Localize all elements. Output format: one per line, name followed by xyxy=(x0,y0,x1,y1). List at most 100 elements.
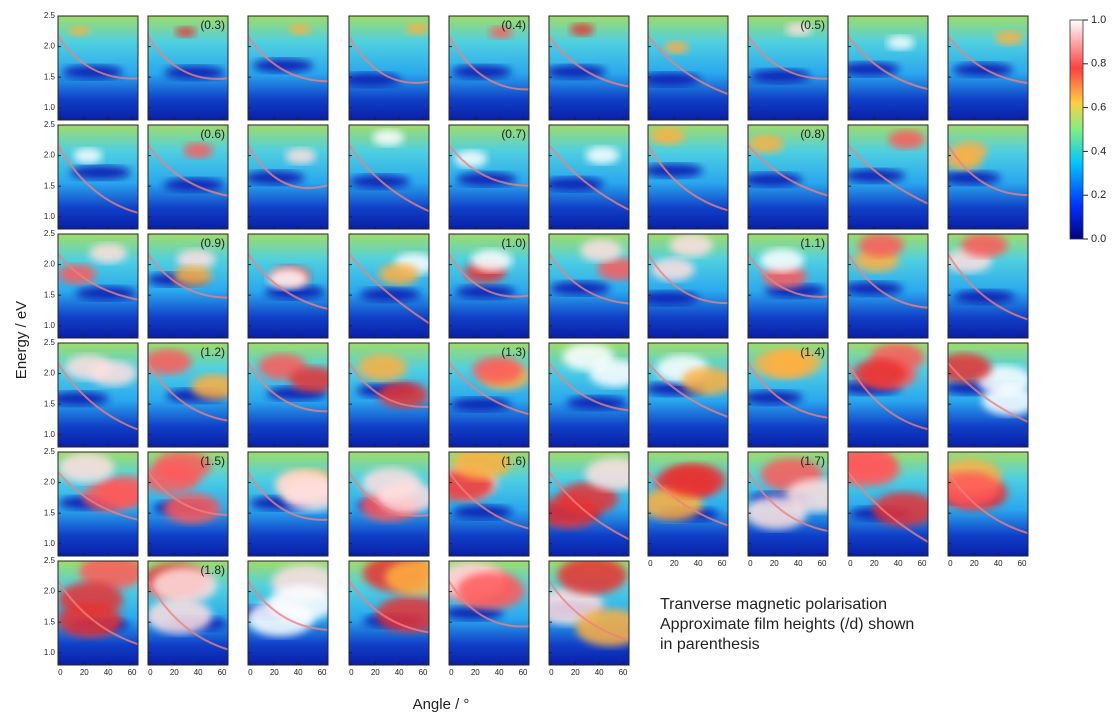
panel-frame xyxy=(947,124,1029,230)
panel xyxy=(947,15,1029,121)
panel: 0 20 40 60 xyxy=(947,451,1029,568)
x-tick-label: 60 xyxy=(818,559,827,568)
texture xyxy=(289,366,328,393)
heatmap xyxy=(248,234,328,338)
x-tick-label: 20 xyxy=(970,559,979,568)
heatmap xyxy=(148,125,228,229)
heatmap xyxy=(148,561,228,665)
panel: (1.4) xyxy=(747,342,829,448)
heatmap-background xyxy=(648,16,728,120)
heatmap xyxy=(58,561,138,665)
panel: (1.6) xyxy=(448,451,530,557)
heatmap xyxy=(648,125,728,229)
heatmap xyxy=(648,452,728,556)
heatmap xyxy=(148,452,228,556)
panel xyxy=(847,124,929,230)
panel xyxy=(548,451,630,557)
texture xyxy=(82,481,138,512)
heatmap xyxy=(848,16,928,120)
texture xyxy=(748,496,808,530)
panel-frame xyxy=(247,451,329,557)
texture xyxy=(248,253,328,310)
panel-frame xyxy=(647,233,729,339)
texture xyxy=(748,134,784,154)
texture xyxy=(648,72,701,87)
texture xyxy=(569,23,595,36)
y-tick-label: 1.0 xyxy=(44,430,56,439)
y-tick-label: 2.0 xyxy=(44,478,56,487)
y-tick-label: 2.0 xyxy=(44,587,56,596)
panel-frame xyxy=(847,233,929,339)
texture xyxy=(378,381,428,409)
texture xyxy=(585,146,620,165)
texture xyxy=(264,285,325,300)
panel: 0 20 40 60 xyxy=(247,560,329,677)
x-tick-label: 0 xyxy=(148,668,153,677)
texture xyxy=(248,35,328,83)
texture xyxy=(268,584,328,621)
panel: (0.7) xyxy=(448,124,530,230)
heatmap xyxy=(549,452,629,556)
panel-frame xyxy=(548,560,630,666)
x-tick-label: 0 xyxy=(349,668,354,677)
texture xyxy=(173,265,213,286)
texture xyxy=(89,243,128,264)
panel-label: (0.8) xyxy=(800,127,825,141)
texture xyxy=(648,144,728,212)
panel: 0 20 40 60 xyxy=(448,560,530,677)
heatmap xyxy=(349,343,429,447)
texture xyxy=(872,492,928,527)
panel-frame xyxy=(548,124,630,230)
panel-label: (1.6) xyxy=(501,454,526,468)
x-tick-label: 40 xyxy=(595,668,604,677)
panel-frame xyxy=(847,342,929,448)
heatmap xyxy=(549,16,629,120)
y-tick-label: 1.0 xyxy=(44,539,56,548)
heatmap xyxy=(748,16,828,120)
heatmap-background xyxy=(748,16,828,120)
texture xyxy=(549,580,629,641)
panel-frame xyxy=(147,124,229,230)
panel: 1.0 1.5 2.0 2.5 xyxy=(44,229,139,339)
texture xyxy=(148,349,192,375)
y-tick-label: 2.0 xyxy=(44,151,56,160)
panel: (0.8) xyxy=(747,124,829,230)
texture xyxy=(948,471,1000,507)
texture xyxy=(248,144,328,190)
texture xyxy=(449,362,529,416)
texture xyxy=(549,144,629,211)
texture xyxy=(148,35,228,80)
texture xyxy=(549,362,629,412)
texture xyxy=(557,561,627,595)
panel-frame xyxy=(947,342,1029,448)
x-tick-label: 0 xyxy=(848,559,853,568)
texture xyxy=(164,65,225,80)
panel-frame xyxy=(57,560,139,666)
heatmap xyxy=(748,125,828,229)
panel-frame xyxy=(448,342,530,448)
panel-frame xyxy=(57,124,139,230)
panel-frame xyxy=(57,15,139,121)
heatmap xyxy=(948,16,1028,120)
y-tick-label: 2.0 xyxy=(44,369,56,378)
panel-frame xyxy=(247,124,329,230)
heatmap xyxy=(748,234,828,338)
x-tick-label: 0 xyxy=(748,559,753,568)
texture xyxy=(470,249,513,272)
texture xyxy=(472,356,523,384)
heatmap xyxy=(248,16,328,120)
panel: 0 20 40 60 (1.7) xyxy=(747,451,829,568)
panel-frame xyxy=(548,342,630,448)
panel-frame xyxy=(448,15,530,121)
texture xyxy=(648,471,728,527)
texture xyxy=(785,22,813,37)
panel xyxy=(647,15,729,121)
heatmap xyxy=(848,452,928,556)
heatmap xyxy=(948,125,1028,229)
panel-frame xyxy=(847,124,929,230)
panel: 0 20 40 60 xyxy=(847,451,929,568)
x-tick-label: 60 xyxy=(718,559,727,568)
x-tick-label: 0 xyxy=(449,668,454,677)
annotation: Approximate film heights (/d) shown xyxy=(660,616,914,633)
texture xyxy=(549,253,629,305)
